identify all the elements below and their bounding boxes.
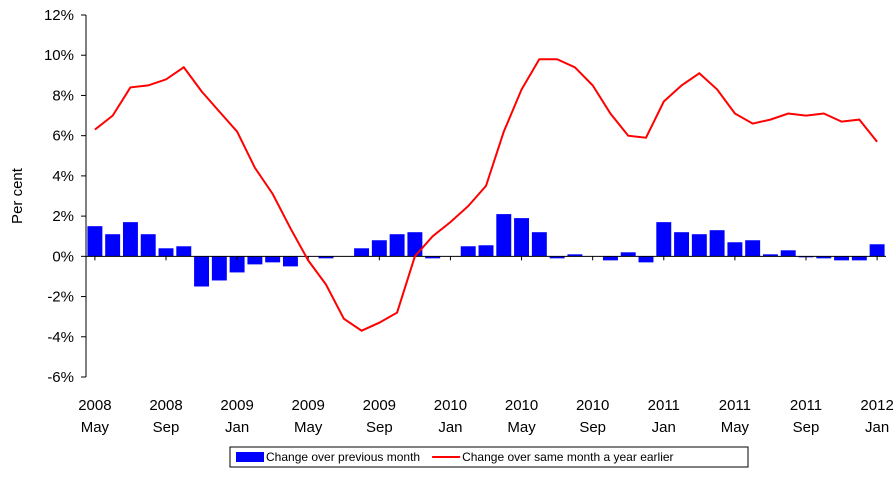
x-tick-year: 2011: [790, 397, 822, 414]
x-tick-month: Jan: [438, 419, 462, 436]
x-tick-month: May: [294, 419, 323, 436]
bar: [318, 256, 334, 259]
bar: [158, 248, 174, 257]
bar: [834, 256, 850, 261]
bar: [478, 245, 494, 257]
y-tick-label: 2%: [52, 208, 74, 225]
legend-label: Change over same month a year earlier: [462, 450, 673, 464]
legend: Change over previous month Change over sa…: [229, 446, 749, 468]
bar: [496, 214, 512, 257]
x-tick-month: Sep: [366, 419, 393, 436]
y-axis-label: Per cent: [9, 167, 26, 224]
y-tick-label: 4%: [52, 168, 74, 185]
bar: [211, 256, 227, 281]
bar: [247, 256, 263, 265]
bar: [265, 256, 281, 263]
x-tick-month: Jan: [865, 419, 889, 436]
bar: [602, 256, 618, 261]
legend-box: [229, 446, 749, 468]
legend-label: Change over previous month: [266, 450, 420, 464]
bar: [745, 240, 761, 257]
bar: [816, 256, 832, 259]
x-tick-month: May: [507, 419, 536, 436]
bar: [620, 252, 636, 257]
y-tick-label: 0%: [52, 248, 74, 265]
bar: [851, 256, 867, 261]
x-tick-year: 2010: [434, 397, 467, 414]
x-tick-year: 2009: [363, 397, 396, 414]
legend-swatch: [236, 452, 264, 462]
y-tick-label: 12%: [44, 7, 74, 24]
x-tick-year: 2011: [648, 397, 680, 414]
y-tick-label: -6%: [47, 369, 74, 386]
x-tick-year: 2012: [860, 397, 893, 414]
line: [94, 58, 878, 332]
bar: [549, 256, 565, 259]
x-tick-year: 2009: [220, 397, 253, 414]
bar: [176, 246, 192, 257]
bar: [229, 256, 245, 273]
bar: [638, 256, 654, 263]
bar: [407, 232, 423, 257]
x-tick-year: 2008: [149, 397, 182, 414]
bar: [674, 232, 690, 257]
x-tick-year: 2008: [78, 397, 111, 414]
bar: [762, 254, 778, 257]
bar: [105, 234, 121, 257]
x-tick-month: Jan: [225, 419, 249, 436]
x-tick-year: 2009: [292, 397, 325, 414]
x-tick-month: Jan: [652, 419, 676, 436]
bar: [727, 242, 743, 257]
bar: [691, 234, 707, 257]
y-tick-label: -4%: [47, 329, 74, 346]
bar: [122, 222, 138, 257]
bar: [514, 218, 530, 257]
bar: [656, 222, 672, 257]
bar: [389, 234, 405, 257]
bar: [194, 256, 210, 287]
bar: [567, 254, 583, 257]
x-tick-month: May: [721, 419, 750, 436]
x-tick-year: 2010: [505, 397, 538, 414]
y-tick-label: 10%: [44, 47, 74, 64]
bar: [460, 246, 476, 257]
bar: [531, 232, 547, 257]
bar: [425, 256, 441, 259]
bar: [354, 248, 370, 257]
bar: [140, 234, 156, 257]
y-tick-label: -2%: [47, 289, 74, 306]
x-tick-month: May: [81, 419, 110, 436]
x-tick-year: 2010: [576, 397, 609, 414]
y-tick-label: 8%: [52, 87, 74, 104]
bar: [371, 240, 387, 257]
bar: [709, 230, 725, 257]
y-tick-label: 6%: [52, 128, 74, 145]
bar: [87, 226, 103, 257]
bar: [780, 250, 796, 257]
bar: [282, 256, 298, 267]
x-tick-month: Sep: [793, 419, 820, 436]
x-tick-month: Sep: [579, 419, 606, 436]
x-tick-year: 2011: [719, 397, 751, 414]
x-tick-month: Sep: [153, 419, 180, 436]
bar: [869, 244, 885, 257]
